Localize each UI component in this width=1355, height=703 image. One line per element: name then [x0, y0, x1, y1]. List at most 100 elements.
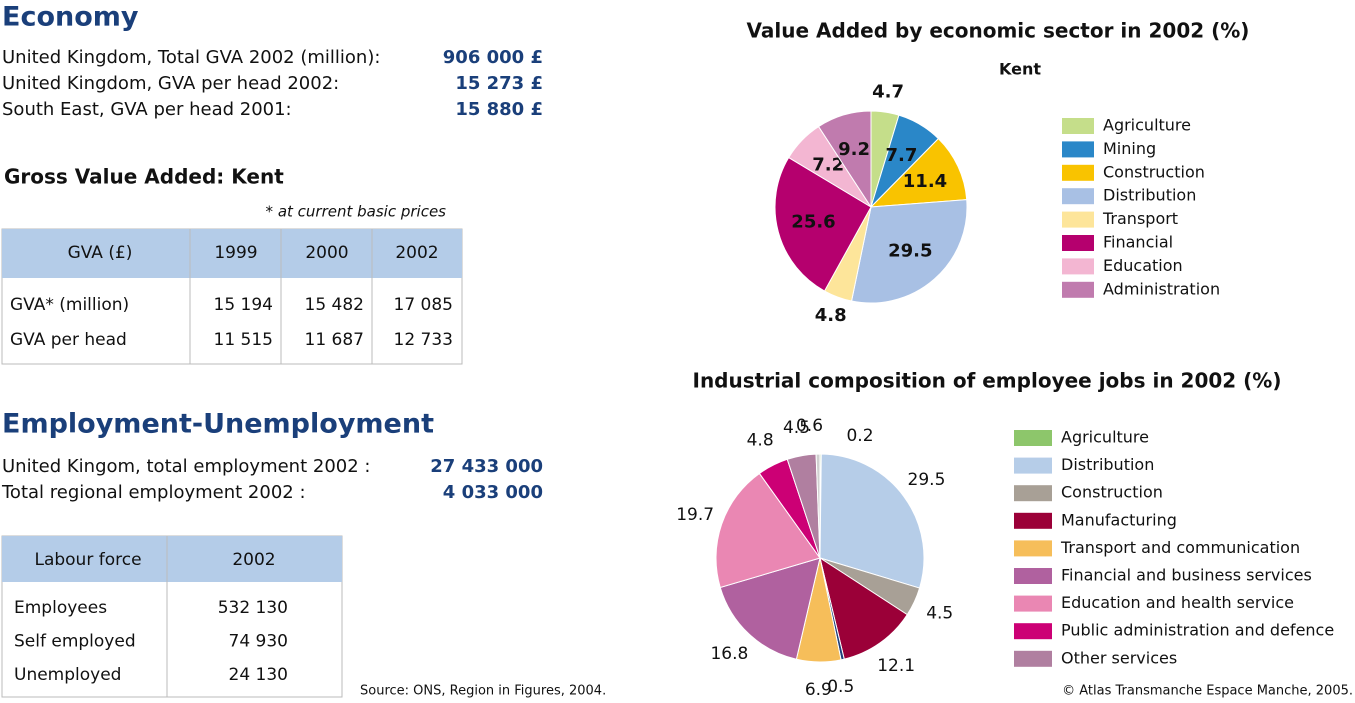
table-cell: 15 482 [305, 295, 364, 315]
table-header-bg [2, 229, 462, 278]
pie-slice [774, 156, 872, 292]
row-value: 15 880 £ [455, 99, 543, 120]
table-cell: Self employed [14, 632, 136, 652]
legend-swatch [1014, 595, 1052, 612]
table-cell: 24 130 [229, 665, 288, 685]
legend-swatch [1014, 430, 1052, 446]
table-cell: 74 930 [229, 632, 288, 652]
data-label: 25.6 [791, 211, 835, 232]
chart-title: Value Added by economic sector in 2002 (… [747, 19, 1250, 43]
legend-swatch [1062, 141, 1094, 158]
legend-label: Transport and communication [1060, 538, 1300, 557]
data-label: 0.6 [796, 416, 823, 436]
row-label: Total regional employment 2002 : [1, 482, 306, 503]
table-cell: Employees [14, 598, 107, 618]
chart-subtitle: Kent [999, 60, 1041, 79]
table-cell: 532 130 [218, 598, 288, 618]
legend-label: Transport [1102, 209, 1178, 228]
data-label: 29.5 [888, 241, 932, 262]
data-label: 12.1 [877, 656, 915, 676]
legend-swatch [1062, 281, 1094, 298]
legend-label: Agriculture [1103, 116, 1191, 135]
legend-swatch [1014, 485, 1052, 502]
legend-swatch [1014, 457, 1052, 474]
legend-label: Mining [1103, 139, 1156, 158]
data-label: 4.8 [815, 305, 847, 326]
table-header: 2000 [305, 243, 348, 263]
legend-label: Distribution [1061, 455, 1154, 474]
legend-label: Agriculture [1061, 428, 1149, 447]
data-label: 11.4 [903, 171, 947, 192]
data-label: 16.8 [710, 644, 748, 664]
table-header-bg [2, 536, 342, 582]
table-cell: 11 515 [214, 330, 273, 350]
legend-swatch [1062, 188, 1094, 205]
data-label: 0.2 [846, 426, 873, 446]
row-label: United Kingom, total employment 2002 : [2, 456, 370, 477]
table-header: Labour force [34, 550, 141, 570]
pie-slice [719, 557, 821, 660]
data-label: 4.7 [872, 81, 904, 102]
table-header: GVA (£) [68, 243, 133, 263]
legend-swatch [1062, 235, 1094, 251]
legend-label: Education and health service [1061, 593, 1294, 612]
legend-label: Other services [1061, 648, 1177, 667]
table-cell: GVA per head [10, 330, 127, 350]
legend-label: Construction [1103, 162, 1205, 181]
data-label: 4.5 [783, 418, 810, 438]
pie-slice [869, 137, 968, 208]
row-value: 906 000 £ [443, 47, 543, 68]
legend-swatch [1014, 512, 1052, 529]
legend-swatch [1014, 623, 1052, 640]
table-cell: 15 194 [214, 295, 273, 315]
copyright: © Atlas Transmanche Espace Manche, 2005. [1062, 684, 1353, 699]
pie-slice [715, 472, 821, 589]
legend-swatch [1014, 568, 1052, 584]
chart-title: Industrial composition of employee jobs … [693, 369, 1282, 393]
table-title: Gross Value Added: Kent [4, 165, 284, 189]
row-value: 27 433 000 [430, 456, 543, 477]
legend-label: Construction [1061, 483, 1163, 502]
legend-label: Financial and business services [1061, 566, 1312, 585]
table-cell: GVA* (million) [10, 295, 129, 315]
table-cell: 11 687 [305, 330, 364, 350]
legend-swatch [1014, 540, 1052, 557]
table-cell: 12 733 [394, 330, 453, 350]
section-title: Economy [2, 2, 139, 33]
row-value: 4 033 000 [443, 482, 543, 503]
data-label: 7.7 [885, 145, 917, 166]
data-label: 29.5 [908, 470, 946, 490]
legend-label: Manufacturing [1061, 510, 1177, 529]
data-label: 7.2 [812, 155, 844, 176]
row-value: 15 273 £ [455, 73, 543, 94]
legend-label: Education [1103, 256, 1183, 275]
data-label: 4.5 [926, 604, 953, 624]
legend-swatch [1062, 258, 1094, 275]
legend-swatch [1062, 118, 1094, 134]
table-header: 1999 [214, 243, 257, 263]
table-header: 2002 [232, 550, 275, 570]
data-label: 0.5 [827, 677, 854, 697]
data-label: 4.8 [747, 430, 774, 450]
legend-label: Public administration and defence [1061, 621, 1334, 640]
pie-slice [850, 199, 968, 304]
data-label: 19.7 [676, 505, 714, 525]
pie-slice [817, 110, 872, 209]
legend-label: Administration [1103, 279, 1220, 298]
data-label: 9.2 [838, 139, 870, 160]
row-label: United Kingdom, Total GVA 2002 (million)… [2, 47, 380, 68]
row-label: United Kingdom, GVA per head 2002: [2, 73, 339, 94]
source: Source: ONS, Region in Figures, 2004. [360, 684, 606, 699]
legend-label: Distribution [1103, 186, 1196, 205]
pie-slice [819, 453, 925, 589]
pie-slice [815, 453, 821, 559]
table-cell: 17 085 [394, 295, 453, 315]
pie-slice [819, 556, 908, 660]
data-label: 6.9 [805, 680, 832, 700]
legend-swatch [1014, 650, 1052, 667]
row-label: South East, GVA per head 2001: [2, 99, 292, 120]
table-note: * at current basic prices [266, 203, 447, 221]
